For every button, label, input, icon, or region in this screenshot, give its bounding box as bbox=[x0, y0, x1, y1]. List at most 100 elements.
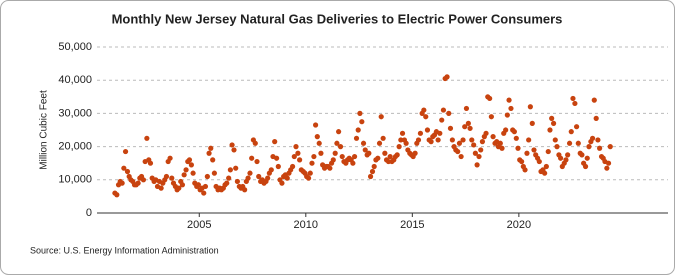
point bbox=[490, 134, 496, 140]
point bbox=[291, 153, 297, 160]
point bbox=[167, 155, 173, 161]
point bbox=[545, 148, 551, 155]
point bbox=[488, 114, 494, 120]
point bbox=[483, 130, 489, 136]
point bbox=[570, 95, 576, 102]
point bbox=[394, 152, 400, 158]
point bbox=[472, 150, 478, 156]
point bbox=[226, 175, 232, 181]
point bbox=[437, 130, 443, 136]
y-tick-label: 50,000 bbox=[58, 41, 92, 53]
point bbox=[181, 172, 187, 178]
point bbox=[382, 150, 388, 156]
point bbox=[227, 167, 233, 173]
point bbox=[297, 157, 303, 163]
point bbox=[254, 158, 260, 165]
point bbox=[479, 139, 486, 145]
point bbox=[522, 167, 528, 173]
point bbox=[336, 129, 342, 135]
point bbox=[242, 187, 248, 193]
point bbox=[508, 105, 514, 112]
point bbox=[460, 137, 466, 143]
point bbox=[350, 160, 356, 166]
point bbox=[245, 175, 251, 181]
point bbox=[504, 112, 510, 118]
point bbox=[531, 147, 537, 153]
point bbox=[265, 175, 271, 181]
point bbox=[210, 157, 216, 163]
point bbox=[375, 155, 381, 161]
point bbox=[360, 140, 367, 146]
point bbox=[463, 105, 470, 112]
point bbox=[140, 177, 147, 183]
point bbox=[398, 137, 404, 143]
point bbox=[435, 137, 441, 143]
point bbox=[190, 170, 196, 176]
point bbox=[359, 119, 365, 125]
point bbox=[252, 140, 258, 146]
point bbox=[208, 145, 214, 151]
point bbox=[563, 157, 569, 163]
point bbox=[119, 180, 125, 186]
point bbox=[272, 139, 278, 145]
point bbox=[195, 182, 202, 188]
point bbox=[309, 160, 315, 166]
point bbox=[552, 137, 558, 143]
point bbox=[456, 140, 463, 146]
point bbox=[351, 153, 358, 160]
point bbox=[478, 147, 484, 153]
point bbox=[499, 145, 505, 151]
point bbox=[201, 190, 207, 196]
point bbox=[332, 150, 338, 156]
point bbox=[604, 165, 610, 171]
point bbox=[249, 155, 255, 161]
point bbox=[547, 127, 553, 133]
point bbox=[467, 125, 473, 131]
point bbox=[550, 120, 557, 126]
point bbox=[312, 122, 319, 128]
point bbox=[158, 185, 164, 191]
point bbox=[124, 168, 131, 175]
point bbox=[542, 170, 548, 176]
point bbox=[279, 180, 285, 186]
point bbox=[293, 144, 299, 150]
point bbox=[474, 162, 480, 168]
point bbox=[387, 153, 393, 160]
point bbox=[135, 180, 141, 186]
point bbox=[311, 153, 317, 160]
point bbox=[566, 140, 573, 146]
point bbox=[179, 182, 186, 188]
point bbox=[458, 153, 464, 160]
point bbox=[256, 173, 262, 180]
point bbox=[367, 173, 374, 180]
point bbox=[330, 157, 336, 163]
point bbox=[593, 115, 599, 121]
point bbox=[487, 95, 493, 102]
point bbox=[327, 165, 333, 171]
point bbox=[318, 150, 324, 156]
point bbox=[415, 137, 422, 143]
point bbox=[147, 160, 154, 166]
point bbox=[573, 124, 580, 130]
point bbox=[334, 140, 340, 146]
point bbox=[231, 147, 237, 153]
point bbox=[446, 110, 452, 116]
point bbox=[591, 97, 597, 103]
x-tick-label: 2005 bbox=[187, 219, 211, 231]
point bbox=[515, 145, 521, 151]
point bbox=[396, 144, 402, 150]
point bbox=[268, 167, 274, 173]
point bbox=[371, 163, 377, 170]
point bbox=[607, 144, 613, 150]
point bbox=[543, 163, 549, 170]
point bbox=[211, 170, 217, 176]
point bbox=[305, 175, 312, 181]
point bbox=[586, 144, 592, 150]
point bbox=[339, 153, 345, 160]
point bbox=[122, 148, 129, 155]
point bbox=[224, 180, 230, 186]
point bbox=[355, 127, 361, 133]
point bbox=[307, 170, 313, 176]
source: Source: U.S. Energy Information Administ… bbox=[30, 245, 219, 255]
